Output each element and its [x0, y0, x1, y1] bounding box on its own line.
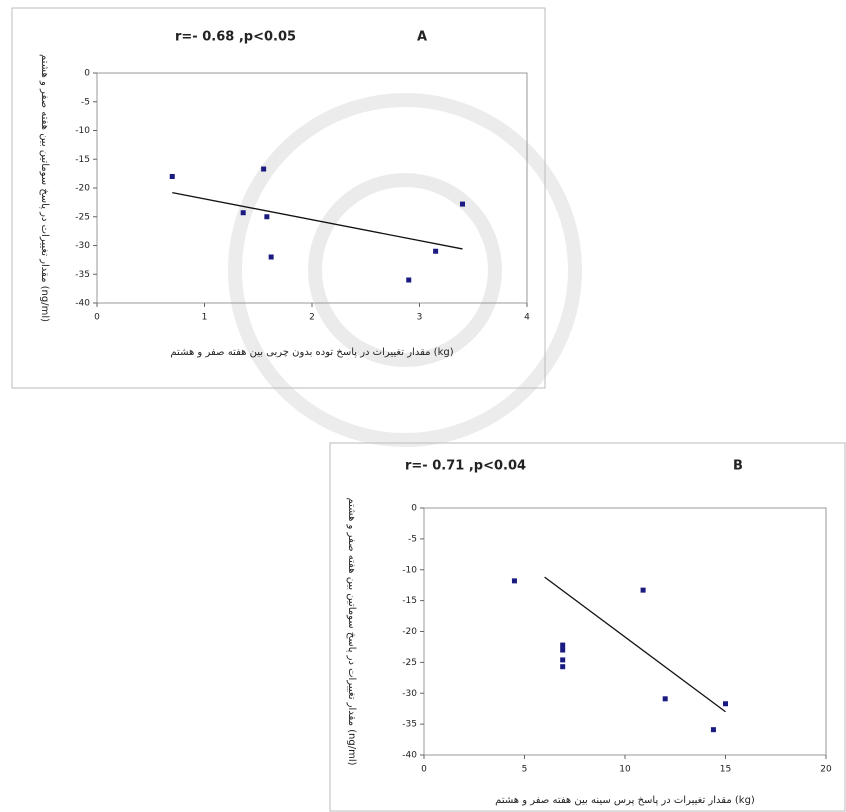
y-axis-label: مقدار تغییرات در پاسخ سوماتین بین هفته ص…	[346, 498, 357, 766]
y-tick-label: -20	[75, 184, 90, 194]
watermark	[228, 93, 582, 447]
x-tick-label: 4	[524, 313, 530, 323]
y-tick-label: -5	[81, 97, 90, 107]
point	[169, 174, 175, 179]
y-tick-label: -20	[402, 627, 417, 637]
trendline	[172, 191, 463, 250]
panel-label: A	[417, 30, 427, 45]
y-tick-label: -15	[402, 596, 417, 606]
x-tick-label: 3	[417, 313, 423, 323]
point	[406, 277, 412, 283]
chart-frame	[11, 7, 546, 389]
x-axis-label: مقدار تغییرات در پاسخ پرس سینه بین هفته …	[495, 795, 755, 806]
x-tick-label: 15	[720, 765, 731, 775]
x-tick-label: 0	[94, 313, 100, 323]
chart-frame	[329, 442, 846, 812]
x-tick-label: 2	[309, 313, 315, 323]
point	[710, 727, 716, 733]
y-axis-label: مقدار تغییرات در پاسخ سوماتین بین هفته ص…	[39, 54, 50, 322]
point	[560, 664, 566, 670]
point	[264, 214, 270, 220]
trendline	[544, 576, 726, 713]
y-tick-label: -40	[402, 751, 417, 761]
point	[460, 201, 465, 207]
y-tick-label: -10	[75, 126, 90, 136]
y-tick-label: -30	[75, 241, 90, 251]
y-tick-label: -10	[402, 565, 417, 575]
x-tick-label: 0	[421, 765, 427, 775]
y-tick-label: -25	[402, 658, 417, 668]
point	[240, 210, 246, 216]
point	[433, 248, 439, 254]
point	[511, 578, 517, 584]
y-tick-label: 0	[84, 69, 90, 79]
x-tick-label: 20	[820, 765, 832, 775]
point	[261, 166, 267, 172]
y-tick-label: -15	[75, 155, 90, 165]
x-tick-label: 5	[522, 765, 528, 775]
plot-area	[423, 507, 827, 756]
point	[560, 647, 566, 653]
chart-title: r=- 0.71 ,p<0.04	[405, 459, 526, 474]
chart-title: r=- 0.68 ,p<0.05	[175, 30, 296, 45]
panel-label: B	[733, 459, 743, 474]
x-axis-label: مقدار تغییرات در پاسخ توده بدون چربی بین…	[170, 347, 453, 358]
y-tick-label: -30	[402, 689, 417, 699]
point	[560, 657, 566, 663]
point	[268, 254, 274, 260]
point	[723, 701, 728, 707]
y-tick-label: 0	[411, 504, 417, 514]
point	[560, 642, 566, 648]
y-tick-label: -40	[75, 299, 90, 309]
y-tick-label: -5	[408, 534, 417, 544]
y-tick-label: -35	[402, 720, 417, 730]
y-tick-label: -25	[75, 212, 90, 222]
x-tick-label: 10	[619, 765, 631, 775]
x-tick-label: 1	[202, 313, 208, 323]
point	[662, 696, 668, 702]
y-tick-label: -35	[75, 270, 90, 280]
point	[640, 587, 646, 593]
